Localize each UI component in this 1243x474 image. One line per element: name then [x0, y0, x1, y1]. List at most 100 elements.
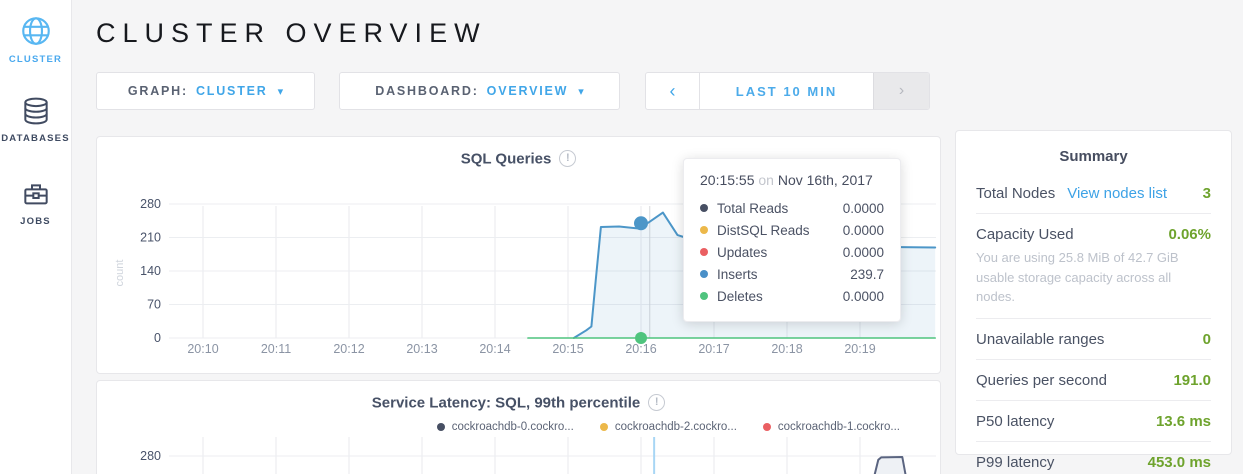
tooltip-row: Updates 0.0000	[700, 241, 884, 263]
svg-text:210: 210	[140, 231, 161, 245]
tooltip-series-value: 0.0000	[842, 200, 884, 216]
chart-hover-tooltip: 20:15:55 on Nov 16th, 2017 Total Reads 0…	[683, 158, 901, 322]
legend-label: cockroachdb-2.cockro...	[614, 421, 737, 433]
svg-text:20:10: 20:10	[187, 342, 218, 356]
summary-panel: Summary Total Nodes View nodes list 3 Ca…	[955, 130, 1232, 471]
database-icon	[23, 97, 48, 125]
summary-row-total-nodes: Total Nodes View nodes list 3	[976, 173, 1211, 214]
summary-value: 191.0	[1173, 371, 1211, 389]
legend-dot	[762, 423, 771, 431]
summary-value: 0	[1202, 330, 1211, 348]
tooltip-series-value: 0.0000	[842, 244, 884, 260]
summary-label: P50 latency	[976, 412, 1055, 430]
svg-text:20:13: 20:13	[406, 342, 437, 356]
svg-text:280: 280	[140, 449, 161, 463]
legend-dot	[436, 423, 445, 431]
chart-title-service-latency: Service Latency: SQL, 99th percentile	[371, 394, 641, 412]
latency-chart-legend: cockroachdb-0.cockro... cockroachdb-2.co…	[436, 421, 900, 433]
svg-text:20:14: 20:14	[479, 342, 510, 356]
service-latency-chart[interactable]: 280	[97, 437, 942, 474]
series-dot	[700, 226, 708, 234]
dashboard-dropdown-value: OVERVIEW	[486, 84, 569, 98]
svg-text:20:11: 20:11	[261, 342, 291, 356]
time-window-range-button[interactable]: LAST 10 MIN	[700, 73, 873, 109]
tooltip-series-value: 0.0000	[842, 288, 884, 304]
svg-text:140: 140	[140, 264, 161, 278]
series-dot	[700, 248, 708, 256]
legend-item[interactable]: cockroachdb-1.cockro...	[762, 421, 900, 433]
series-dot	[700, 292, 708, 300]
sidebar-item-label: CLUSTER	[8, 54, 63, 65]
summary-value: 13.6 ms	[1155, 412, 1211, 430]
legend-item[interactable]: cockroachdb-2.cockro...	[599, 421, 737, 433]
legend-label: cockroachdb-0.cockro...	[451, 421, 574, 433]
summary-label: Capacity Used	[976, 226, 1074, 243]
summary-label: Queries per second	[976, 371, 1107, 389]
sidebar-item-jobs[interactable]: JOBS	[0, 178, 71, 227]
svg-text:20:18: 20:18	[771, 342, 802, 356]
service-latency-chart-panel: Service Latency: SQL, 99th percentile! c…	[96, 380, 941, 474]
dashboard-dropdown-label: DASHBOARD:	[375, 84, 479, 98]
chevron-right-icon: ›	[898, 82, 905, 99]
summary-row-p99: P99 latency 453.0 ms	[976, 442, 1211, 474]
capacity-note: You are using 25.8 MiB of 42.7 GiB usabl…	[976, 250, 1179, 304]
legend-item[interactable]: cockroachdb-0.cockro...	[436, 421, 574, 433]
time-window-prev-button[interactable]: ‹	[646, 73, 700, 109]
time-window-next-button[interactable]: ›	[873, 73, 929, 109]
tooltip-time: 20:15:55	[700, 172, 755, 188]
view-nodes-list-link[interactable]: View nodes list	[1067, 185, 1167, 202]
sidebar-item-label: DATABASES	[1, 133, 70, 144]
svg-text:280: 280	[140, 197, 161, 211]
briefcase-icon	[23, 184, 48, 205]
tooltip-series-value: 239.7	[850, 266, 884, 282]
tooltip-series-value: 0.0000	[842, 222, 884, 238]
legend-label: cockroachdb-1.cockro...	[777, 421, 900, 433]
sidebar-item-cluster[interactable]: CLUSTER	[0, 14, 71, 65]
globe-icon	[21, 17, 50, 45]
chart-title-sql-queries: SQL Queries	[460, 150, 552, 168]
svg-text:20:19: 20:19	[844, 342, 875, 356]
graph-dropdown-label: GRAPH:	[127, 84, 188, 98]
sidebar-item-label: JOBS	[20, 216, 51, 227]
tooltip-timestamp: 20:15:55 on Nov 16th, 2017	[700, 172, 884, 188]
sidebar-item-databases[interactable]: DATABASES	[0, 95, 71, 144]
summary-label: Unavailable ranges	[976, 330, 1105, 348]
svg-text:70: 70	[147, 298, 161, 312]
info-icon[interactable]: !	[648, 394, 666, 412]
tooltip-series-label: DistSQL Reads	[717, 222, 810, 238]
dashboard-dropdown[interactable]: DASHBOARD: OVERVIEW ▾	[339, 72, 620, 110]
tooltip-series-label: Total Reads	[717, 200, 789, 216]
tooltip-series-label: Updates	[717, 244, 768, 260]
summary-title: Summary	[1059, 148, 1128, 165]
svg-text:20:15: 20:15	[552, 342, 583, 356]
time-window-selector: ‹ LAST 10 MIN ›	[645, 72, 930, 110]
series-dot	[700, 204, 708, 212]
summary-row-capacity: Capacity Used 0.06% You are using 25.8 M…	[976, 214, 1211, 319]
tooltip-row: Total Reads 0.0000	[700, 197, 884, 219]
summary-row-qps: Queries per second 191.0	[976, 360, 1211, 401]
time-window-range-label: LAST 10 MIN	[735, 83, 838, 99]
summary-row-p50: P50 latency 13.6 ms	[976, 401, 1211, 442]
tooltip-row: Inserts 239.7	[700, 263, 884, 285]
summary-label: Total Nodes	[976, 185, 1056, 202]
tooltip-row: DistSQL Reads 0.0000	[700, 219, 884, 241]
summary-value: 0.06%	[1168, 226, 1211, 243]
summary-label: P99 latency	[976, 453, 1055, 471]
tooltip-date: Nov 16th, 2017	[777, 172, 873, 188]
summary-row-unavailable-ranges: Unavailable ranges 0	[976, 319, 1211, 360]
svg-text:20:17: 20:17	[698, 342, 729, 356]
summary-value: 453.0 ms	[1147, 453, 1211, 471]
svg-text:20:16: 20:16	[625, 342, 656, 356]
info-icon[interactable]: !	[559, 150, 577, 168]
chevron-left-icon: ‹	[669, 80, 676, 101]
summary-value: 3	[1202, 185, 1211, 202]
svg-text:20:12: 20:12	[333, 342, 364, 356]
page-title: CLUSTER OVERVIEW	[96, 18, 487, 48]
sidebar: CLUSTER DATABASES JOBS	[0, 0, 72, 474]
svg-text:0: 0	[154, 331, 161, 345]
tooltip-row: Deletes 0.0000	[700, 285, 884, 307]
graph-dropdown[interactable]: GRAPH: CLUSTER ▾	[96, 72, 315, 110]
series-dot	[700, 270, 708, 278]
chevron-down-icon: ▾	[578, 85, 584, 98]
